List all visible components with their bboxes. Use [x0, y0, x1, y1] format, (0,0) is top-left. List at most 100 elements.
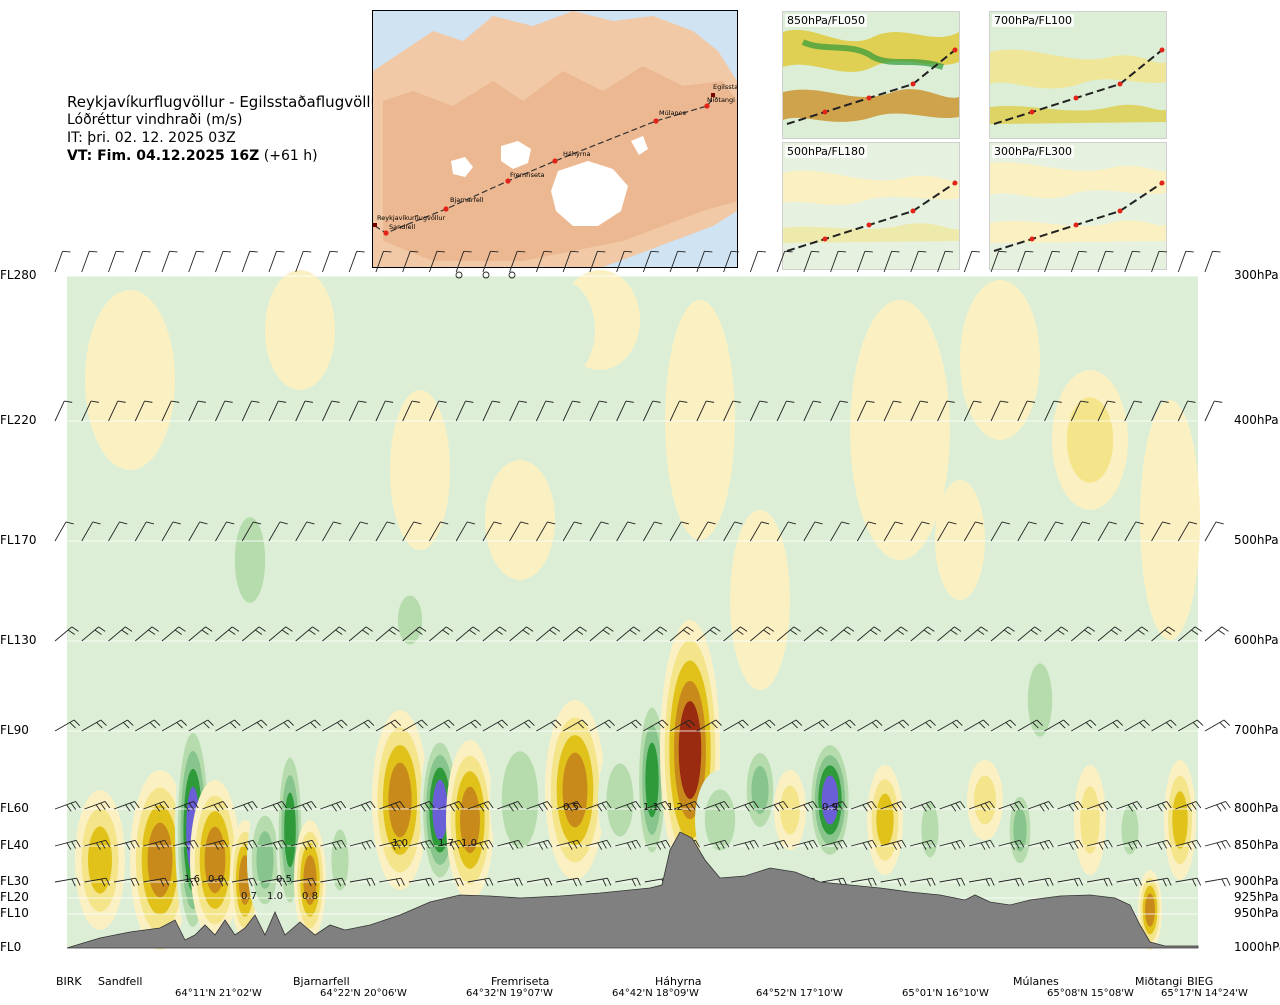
- wind-barb: [161, 626, 186, 642]
- wind-barb: [84, 877, 111, 887]
- wind-barb: [1116, 801, 1143, 812]
- downdraft-contour: [606, 763, 634, 837]
- wind-barb: [1027, 839, 1054, 850]
- wind-barb: [1177, 250, 1194, 273]
- wind-barb: [883, 400, 902, 422]
- wind-barb: [241, 521, 262, 542]
- wind-barb: [1086, 839, 1113, 850]
- map-label-fremriseta: Fremriseta: [510, 171, 545, 179]
- wind-barb: [482, 626, 507, 642]
- wind-barb: [536, 521, 556, 542]
- coordinate-label: 64°11'N 21°02'W: [175, 988, 262, 999]
- downdraft-contour: [704, 789, 736, 851]
- wind-barb: [467, 839, 494, 850]
- wind-barb: [749, 250, 766, 273]
- wind-barb: [696, 400, 715, 422]
- wind-barb: [910, 626, 935, 642]
- wind-barb: [231, 877, 258, 887]
- wind-barb: [108, 626, 133, 642]
- wind-barb: [1070, 250, 1087, 273]
- wind-barb: [261, 877, 287, 887]
- wind-barb: [295, 250, 312, 273]
- wind-barb: [215, 400, 233, 422]
- wind-barb: [320, 877, 346, 887]
- station-label: Sandfell: [98, 975, 143, 988]
- wind-barb: [669, 521, 689, 542]
- wind-barb: [937, 719, 963, 732]
- wind-barb: [1204, 719, 1231, 732]
- wind-barb: [1017, 626, 1042, 642]
- flight-level-label: FL10: [0, 906, 29, 920]
- wind-barb: [113, 877, 140, 887]
- value-label: 0.9: [822, 802, 838, 813]
- wind-barb: [1204, 801, 1231, 812]
- wind-barb: [402, 521, 422, 542]
- wind-barb: [883, 719, 910, 732]
- wind-barb: [937, 521, 957, 542]
- wind-barb: [84, 839, 111, 850]
- updraft-contour: [388, 762, 412, 838]
- wind-barb: [113, 839, 140, 850]
- wind-barb: [482, 400, 501, 422]
- pressure-level-label: 950hPa: [1234, 906, 1279, 920]
- station-label: Háhyrna: [655, 975, 702, 988]
- map-route-line: [374, 96, 715, 234]
- wind-barb: [349, 839, 376, 850]
- wind-barb: [320, 839, 347, 850]
- wind-barb: [669, 626, 694, 642]
- wind-barb: [723, 719, 749, 732]
- wind-barb: [526, 839, 553, 850]
- updraft-contour: [1066, 397, 1114, 483]
- wind-barb: [939, 877, 966, 887]
- wind-barb: [215, 626, 240, 642]
- wind-barb: [215, 250, 232, 273]
- wind-barb: [616, 626, 641, 642]
- wind-barb: [375, 250, 392, 273]
- wind-barb: [803, 250, 820, 273]
- wind-barb: [749, 521, 770, 542]
- panel-850-label: 850hPa/FL050: [785, 14, 868, 27]
- wind-barb: [108, 719, 134, 732]
- wind-barb: [509, 626, 534, 642]
- wind-barb: [455, 400, 474, 422]
- wind-barb: [1086, 801, 1113, 812]
- wind-barb: [135, 719, 161, 732]
- wind-barb: [589, 250, 606, 273]
- wind-barb: [556, 839, 582, 850]
- wind-barb: [1044, 400, 1062, 422]
- wind-barb: [696, 626, 721, 642]
- valid-time-date: VT: Fim. 04.12.2025 16Z: [67, 148, 260, 164]
- wind-barb: [1204, 400, 1223, 422]
- value-label: 0.5: [276, 874, 292, 885]
- updraft-contour: [562, 752, 588, 828]
- wind-barb: [1151, 626, 1176, 642]
- updraft-contour: [265, 270, 335, 390]
- wind-barb: [402, 626, 427, 642]
- chart-header: Reykjavíkurflugvöllur - Egilsstaðaflugvö…: [67, 93, 386, 165]
- wind-barb: [241, 250, 258, 273]
- wind-barb: [585, 877, 612, 887]
- wind-barb: [295, 626, 320, 642]
- wind-barb: [910, 250, 927, 273]
- wind-barb: [990, 400, 1009, 422]
- wind-barb: [1017, 400, 1036, 422]
- wind-barb: [438, 877, 464, 887]
- wind-barb: [134, 521, 155, 542]
- station-label: BIEG: [1187, 975, 1214, 988]
- wind-barb: [1097, 521, 1117, 542]
- wind-barb: [589, 521, 609, 542]
- wind-barb: [241, 400, 260, 422]
- pressure-level-label: 600hPa: [1234, 633, 1279, 647]
- downdraft-contour: [921, 802, 939, 858]
- map-point-midtangi: [704, 103, 710, 109]
- coordinate-label: 65°01'N 16°10'W: [902, 988, 989, 999]
- wind-barb: [733, 801, 759, 812]
- wind-barb: [1070, 521, 1091, 542]
- downdraft-contour: [284, 792, 296, 868]
- value-label: 0.0: [208, 874, 224, 885]
- wind-barb: [1057, 839, 1084, 850]
- updraft-contour: [974, 775, 996, 825]
- wind-barb: [1204, 839, 1231, 850]
- wind-barb: [348, 250, 365, 273]
- wind-barb: [776, 626, 801, 642]
